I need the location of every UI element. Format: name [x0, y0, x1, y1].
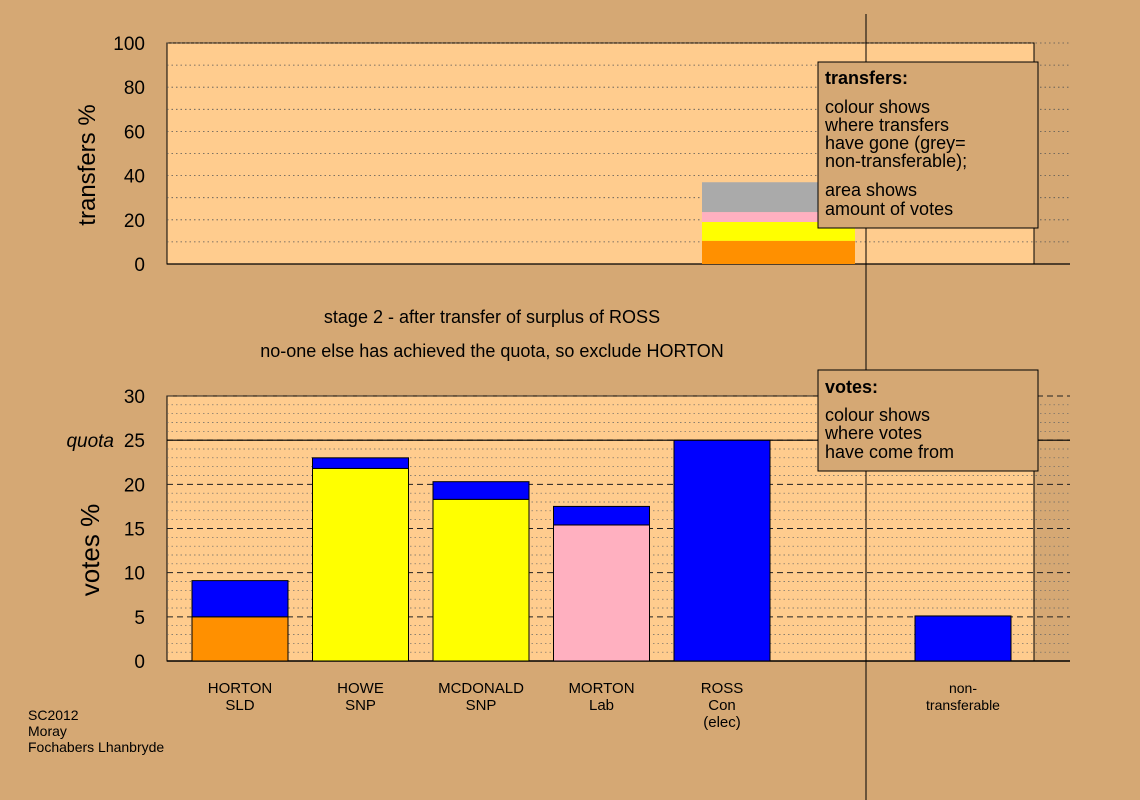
transfers-y-tick-label: 0	[134, 255, 145, 276]
transfers-y-tick-label: 80	[124, 78, 145, 99]
footer-line-1: SC2012	[28, 707, 79, 723]
votes-category-label: Con	[708, 697, 736, 714]
transfers-legend-box	[817, 61, 1039, 229]
votes-bar-segment-yellow	[432, 498, 530, 662]
votes-legend-title: votes:	[825, 377, 878, 397]
votes-category-label: non-	[949, 680, 977, 696]
votes-bar-segment-blue	[312, 457, 409, 469]
votes-bar-segment-blue	[673, 439, 771, 662]
transfers-y-tick-label: 20	[124, 211, 145, 232]
transfers-bar-segment-pink	[702, 212, 855, 223]
transfers-legend-text-4: non-transferable);	[825, 151, 967, 171]
votes-y-tick-label: 30	[124, 387, 145, 408]
votes-bar-segment-pink	[553, 524, 650, 662]
votes-legend-text-1: colour shows	[825, 405, 930, 425]
transfers-bar-segment-orange	[702, 240, 855, 264]
stage-line-1: stage 2 - after transfer of surplus of R…	[324, 307, 660, 327]
footer-line-3: Fochabers Lhanbryde	[28, 739, 164, 755]
votes-category-label: SNP	[466, 697, 497, 714]
votes-y-tick-label: 25	[124, 431, 145, 452]
votes-category-label: ROSS	[701, 680, 744, 697]
transfers-legend-text-6: amount of votes	[825, 199, 953, 219]
votes-category-labels: HORTONSLDHOWESNPMCDONALDSNPMORTONLabROSS…	[208, 680, 1000, 731]
votes-category-label: (elec)	[703, 714, 741, 731]
transfers-y-tick-labels: 0 20 40 60 80 100	[113, 34, 145, 276]
transfers-bar-segment-yellow	[702, 222, 855, 241]
transfers-legend-text-5: area shows	[825, 180, 917, 200]
transfers-y-tick-label: 60	[124, 122, 145, 143]
votes-y-tick-label: 5	[134, 608, 145, 629]
votes-y-tick-label: 10	[124, 564, 145, 585]
votes-y-tick-label: 20	[124, 475, 145, 496]
footer-line-2: Moray	[28, 723, 67, 739]
votes-bar-segment-blue	[914, 615, 1012, 662]
votes-bar-segment-blue	[191, 580, 289, 618]
transfers-y-tick-label: 40	[124, 167, 145, 188]
footer-caption: SC2012 Moray Fochabers Lhanbryde	[28, 707, 164, 755]
transfers-y-tick-label: 100	[113, 34, 145, 55]
votes-y-axis-label: votes %	[75, 504, 105, 597]
votes-bar-segment-yellow	[312, 467, 409, 662]
stage-caption: stage 2 - after transfer of surplus of R…	[260, 307, 724, 361]
votes-bars	[191, 439, 1012, 662]
votes-y-tick-label: 15	[124, 520, 145, 541]
transfers-legend-title: transfers:	[825, 68, 908, 88]
votes-legend-text-3: have come from	[825, 442, 954, 462]
votes-y-tick-labels: 0 5 10 15 20 25 30	[124, 387, 145, 673]
votes-category-label: Lab	[589, 697, 614, 714]
votes-legend: votes: colour shows where votes have com…	[817, 369, 1039, 472]
transfers-y-axis-label: transfers %	[74, 104, 101, 225]
votes-bar-segment-blue	[553, 505, 650, 526]
transfers-legend-text-3: have gone (grey=	[825, 133, 966, 153]
votes-y-tick-label: 0	[134, 652, 145, 673]
votes-category-label: MCDONALD	[438, 680, 524, 697]
votes-category-label: HOWE	[337, 680, 384, 697]
votes-category-label: SLD	[225, 697, 254, 714]
votes-category-label: SNP	[345, 697, 376, 714]
transfers-legend-text-1: colour shows	[825, 97, 930, 117]
votes-legend-text-2: where votes	[824, 423, 922, 443]
votes-bar-segment-blue	[432, 481, 530, 500]
transfers-legend: transfers: colour shows where transfers …	[817, 61, 1039, 229]
votes-category-label: HORTON	[208, 680, 272, 697]
quota-label: quota	[66, 431, 114, 452]
transfers-legend-text-2: where transfers	[824, 115, 949, 135]
votes-category-label: transferable	[926, 697, 1000, 713]
votes-bar-segment-orange	[191, 616, 289, 662]
votes-legend-box	[817, 369, 1039, 472]
stage-line-2: no-one else has achieved the quota, so e…	[260, 341, 724, 361]
votes-category-label: MORTON	[568, 680, 634, 697]
